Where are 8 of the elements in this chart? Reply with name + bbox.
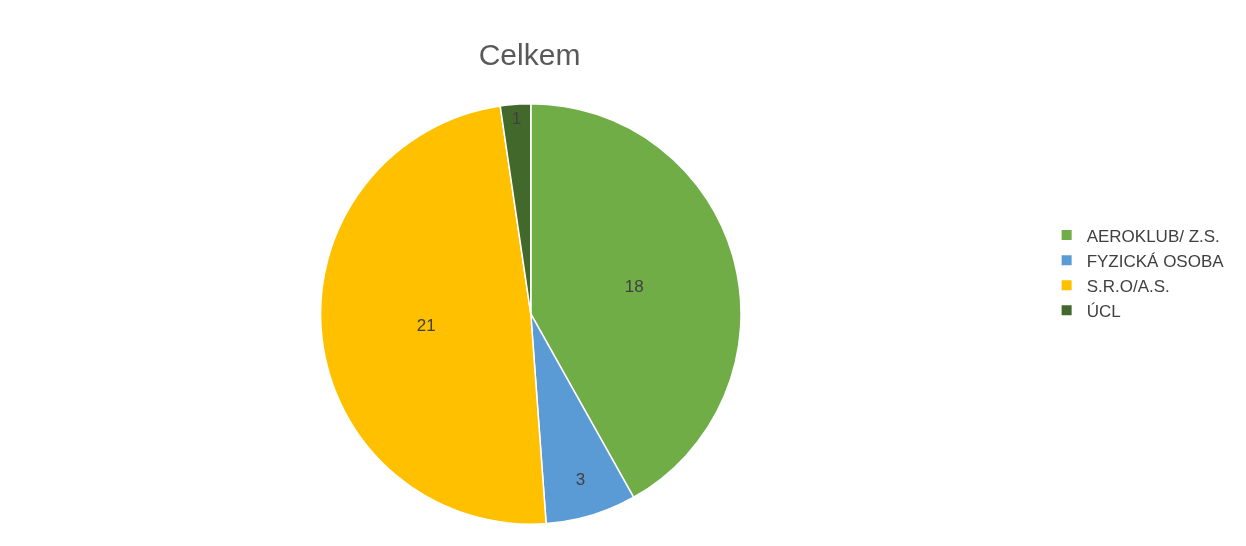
legend-label: AEROKLUB/ Z.S. (1086, 226, 1220, 246)
legend-label: S.R.O/A.S. (1086, 276, 1170, 296)
data-label: 3 (575, 469, 586, 489)
chart-title: Celkem (478, 38, 581, 72)
legend-label: FYZICKÁ OSOBA (1086, 251, 1225, 271)
legend-label: ÚCL (1086, 301, 1121, 321)
data-label: 21 (416, 315, 436, 335)
data-label: 18 (624, 277, 644, 297)
